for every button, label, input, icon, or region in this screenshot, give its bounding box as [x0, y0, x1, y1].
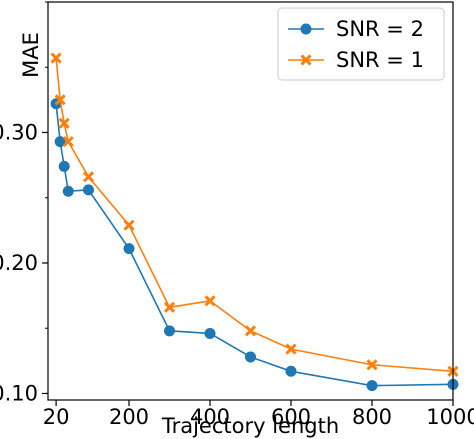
data-point	[163, 301, 176, 313]
legend-entry: SNR = 2	[288, 17, 424, 41]
marker-stroke	[244, 325, 257, 337]
x-tick-label: 20	[43, 405, 70, 429]
data-point	[204, 327, 216, 339]
marker-stroke	[204, 295, 216, 307]
data-point	[58, 117, 70, 129]
x-tick-label: 600	[271, 405, 311, 429]
series-line	[55, 58, 454, 373]
data-point	[245, 351, 256, 363]
data-point	[62, 185, 74, 197]
data-point	[58, 160, 70, 172]
legend: SNR = 2 SNR = 1	[277, 7, 445, 81]
plot-frame	[47, 1, 454, 401]
data-point	[366, 380, 378, 392]
data-point	[50, 52, 62, 64]
marker-stroke	[58, 117, 70, 129]
y-axis-label: MAE	[19, 32, 43, 78]
legend-entry: SNR = 1	[288, 48, 424, 72]
x-tick-label: 400	[190, 405, 230, 429]
legend-label: SNR = 1	[336, 48, 424, 72]
x-tick-label: 800	[352, 405, 392, 429]
data-point	[300, 23, 312, 35]
axes: 20 200 400 600 800 1000 0.10 0.20 0.30	[0, 1, 474, 429]
marker-stroke	[163, 301, 176, 313]
data-point	[164, 325, 175, 337]
marker-stroke	[54, 94, 66, 106]
data-point	[285, 343, 297, 355]
data-point	[54, 136, 66, 148]
series-2	[50, 52, 459, 377]
marker-stroke	[50, 52, 62, 64]
data-point	[204, 295, 216, 307]
marker-stroke	[285, 343, 297, 355]
data-point	[82, 171, 95, 183]
y-tick-label: 0.10	[0, 381, 38, 405]
data-point	[366, 359, 378, 371]
data-point	[83, 184, 94, 196]
marker-stroke	[300, 54, 312, 66]
data-point	[300, 54, 312, 66]
data-point	[62, 136, 74, 148]
data-point	[285, 365, 297, 377]
data-point	[244, 325, 257, 337]
series-1	[50, 98, 459, 392]
data-point	[123, 243, 135, 255]
x-tick-label: 200	[109, 405, 149, 429]
series-line	[55, 103, 454, 387]
data-point	[123, 219, 135, 231]
y-tick-label: 0.20	[0, 251, 38, 275]
marker-stroke	[62, 136, 74, 148]
y-tick-label: 0.30	[0, 120, 38, 144]
x-tick-label: 1000	[426, 405, 474, 429]
plot-area	[50, 52, 459, 392]
data-point	[54, 94, 66, 106]
marker-stroke	[82, 171, 95, 183]
marker-stroke	[366, 359, 378, 371]
x-axis-label: Trajectory length	[161, 414, 339, 438]
legend-box	[277, 7, 445, 81]
marker-stroke	[123, 219, 135, 231]
legend-label: SNR = 2	[336, 17, 424, 41]
